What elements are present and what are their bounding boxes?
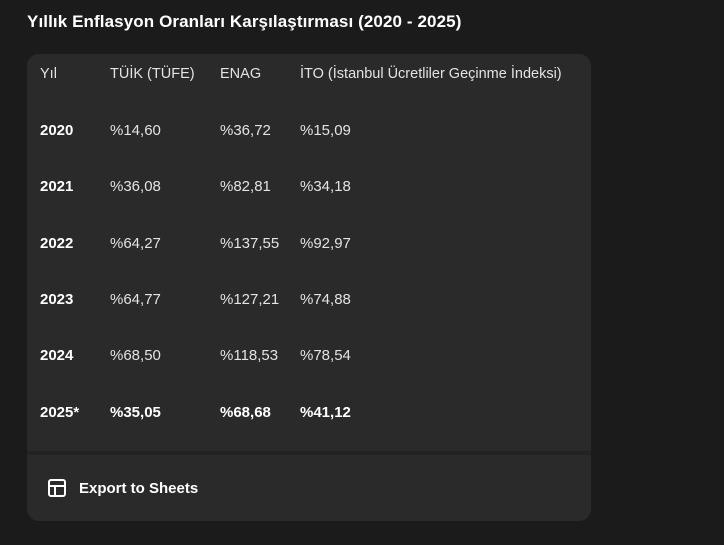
column-header-ito: İTO (İstanbul Ücretliler Geçinme İndeksi… [300, 66, 562, 82]
year-cell: 2020 [40, 122, 74, 139]
tuik-cell: %64,77 [110, 291, 161, 308]
data-table-card: Yıl TÜİK (TÜFE) ENAG İTO (İstanbul Ücret… [27, 54, 591, 521]
enag-cell: %82,81 [220, 178, 271, 195]
column-header-year: Yıl [40, 66, 57, 82]
tuik-cell: %64,27 [110, 235, 161, 252]
table-title: Yıllık Enflasyon Oranları Karşılaştırmas… [27, 12, 462, 31]
data-table: Yıl TÜİK (TÜFE) ENAG İTO (İstanbul Ücret… [27, 54, 591, 451]
year-cell: 2022 [40, 235, 74, 252]
table-header-row: Yıl TÜİK (TÜFE) ENAG İTO (İstanbul Ücret… [27, 66, 591, 86]
table-row: 2023 %64,77 %127,21 %74,88 [27, 291, 591, 311]
table-footer: Export to Sheets [27, 455, 591, 521]
enag-cell: %68,68 [220, 404, 271, 421]
tuik-cell: %68,50 [110, 347, 161, 364]
ito-cell: %41,12 [300, 404, 351, 421]
sheets-table-icon [48, 479, 66, 497]
table-row: 2024 %68,50 %118,53 %78,54 [27, 347, 591, 367]
year-cell: 2025* [40, 404, 80, 421]
tuik-cell: %14,60 [110, 122, 161, 139]
year-cell: 2021 [40, 178, 74, 195]
tuik-cell: %35,05 [110, 404, 161, 421]
ito-cell: %34,18 [300, 178, 351, 195]
enag-cell: %137,55 [220, 235, 280, 252]
table-row: 2020 %14,60 %36,72 %15,09 [27, 122, 591, 142]
year-cell: 2024 [40, 347, 74, 364]
column-header-enag: ENAG [220, 66, 262, 82]
ito-cell: %74,88 [300, 291, 351, 308]
year-cell: 2023 [40, 291, 74, 308]
table-row: 2022 %64,27 %137,55 %92,97 [27, 235, 591, 255]
enag-cell: %36,72 [220, 122, 271, 139]
table-row: 2021 %36,08 %82,81 %34,18 [27, 178, 591, 198]
table-row: 2025* %35,05 %68,68 %41,12 [27, 404, 591, 424]
ito-cell: %92,97 [300, 235, 351, 252]
export-label: Export to Sheets [79, 479, 199, 497]
tuik-cell: %36,08 [110, 178, 161, 195]
export-to-sheets-button[interactable]: Export to Sheets [47, 478, 198, 498]
column-header-tuik: TÜİK (TÜFE) [110, 66, 195, 82]
enag-cell: %118,53 [220, 347, 279, 364]
enag-cell: %127,21 [220, 291, 280, 308]
ito-cell: %78,54 [300, 347, 351, 364]
ito-cell: %15,09 [300, 122, 351, 139]
